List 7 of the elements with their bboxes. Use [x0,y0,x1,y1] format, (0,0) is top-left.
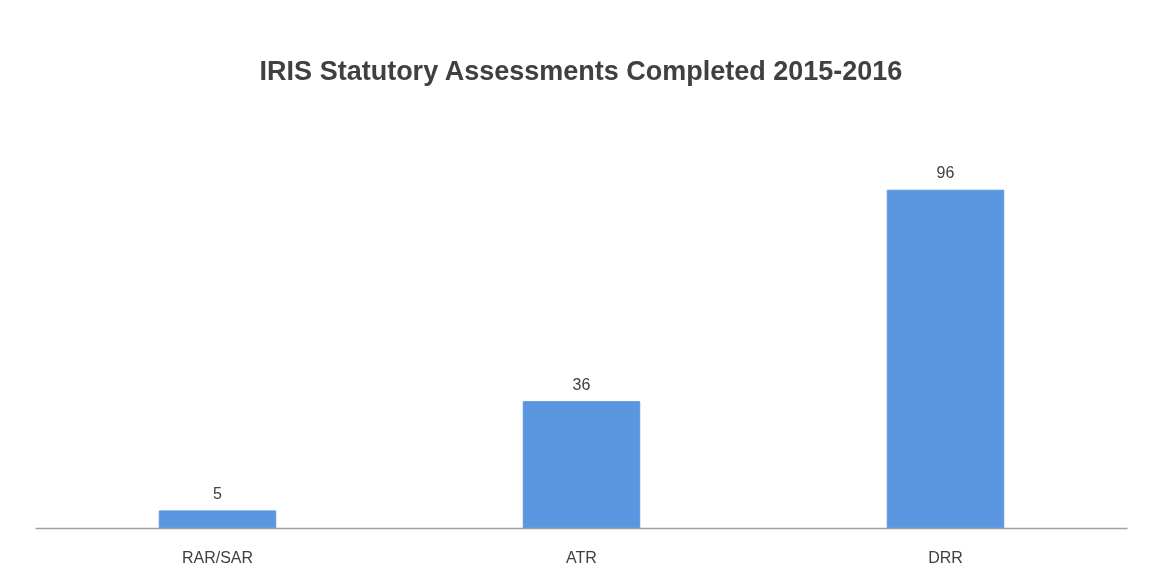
data-label: 36 [572,375,591,393]
x-tick-label: ATR [566,548,597,566]
data-label: 5 [213,484,223,502]
chart-title: IRIS Statutory Assessments Completed 2015-2016 [259,56,903,86]
x-tick-label: DRR [928,548,963,566]
x-tick-label: RAR/SAR [181,548,254,566]
data-label: 96 [936,164,955,182]
